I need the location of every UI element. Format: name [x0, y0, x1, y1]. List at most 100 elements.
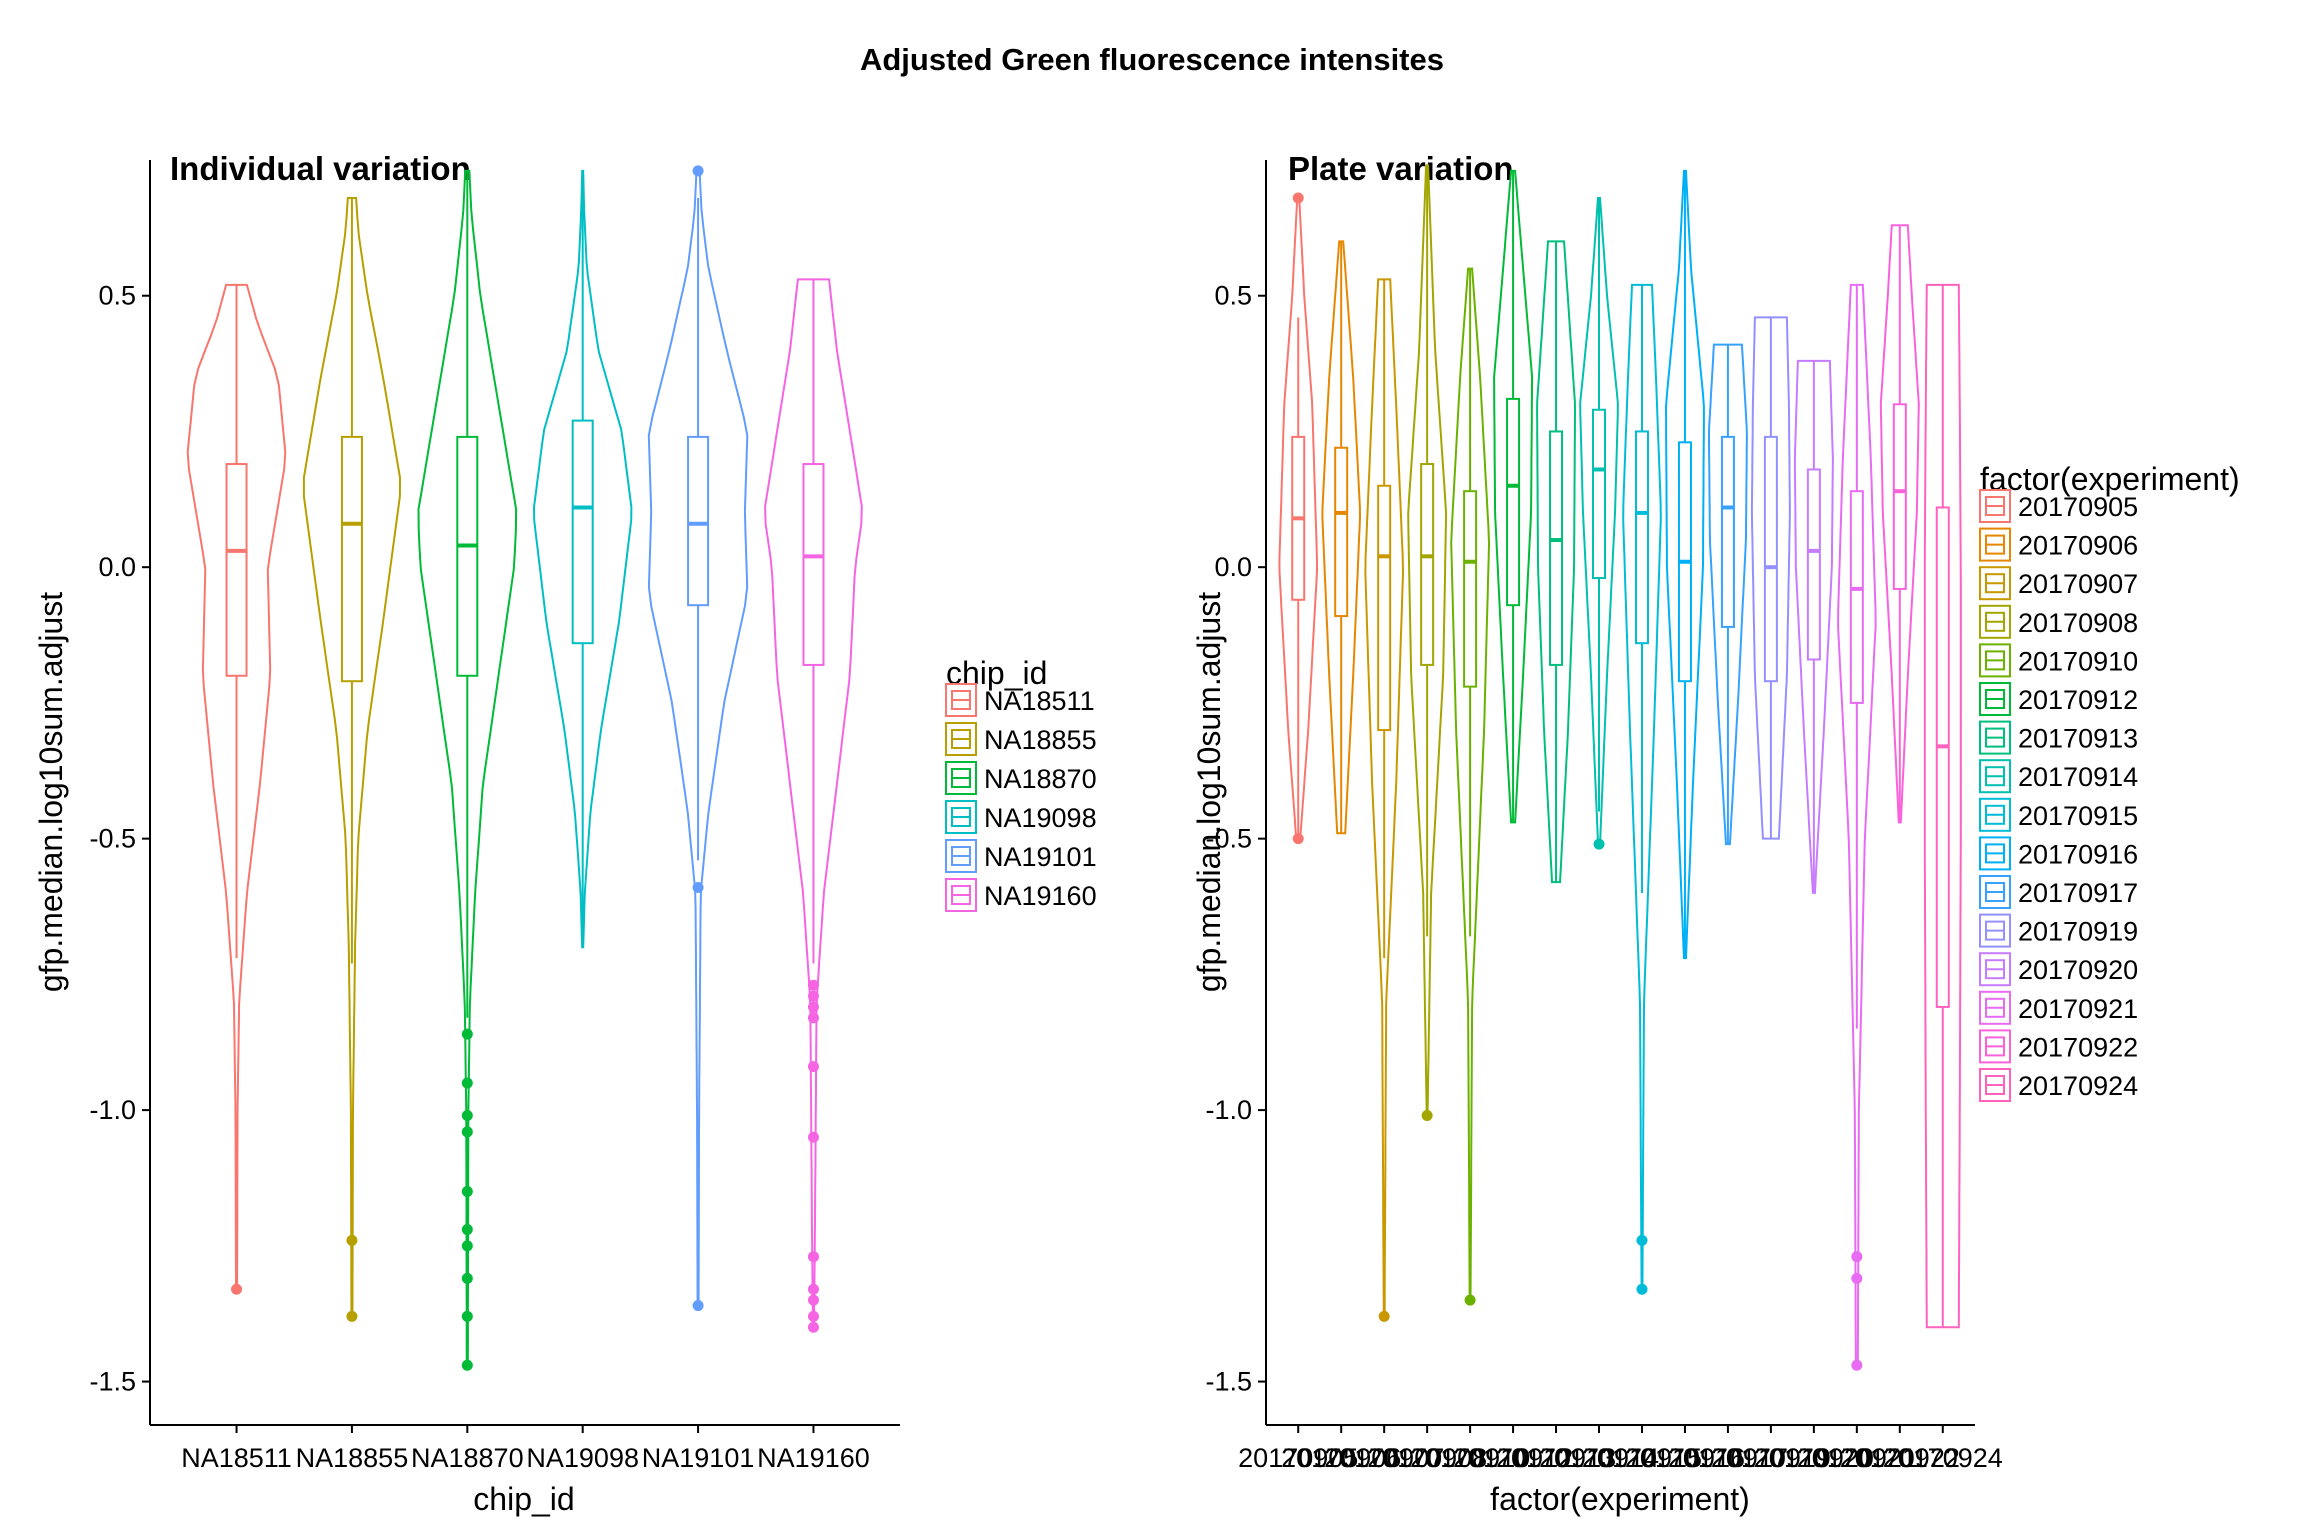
- outlier-point: [461, 1110, 473, 1122]
- violin-20170907: [1364, 278, 1405, 1322]
- x-tick-label: NA18855: [296, 1443, 409, 1473]
- outlier-point: [1851, 1272, 1863, 1284]
- x-tick-label: 20170920: [1754, 1443, 1874, 1473]
- violin-outline: [1879, 224, 1920, 824]
- iqr-box: [1634, 430, 1649, 645]
- legend-key-20170921: [1979, 990, 2011, 1025]
- y-tick-label: -1.5: [1205, 1367, 1252, 1397]
- violin-20170914: [1579, 197, 1619, 850]
- iqr-box: [1849, 490, 1864, 704]
- outlier-point: [692, 1300, 704, 1312]
- y-axis-label: gfp.median.log10sum.adjust: [33, 592, 69, 992]
- y-tick-label: 0.0: [1214, 552, 1252, 582]
- outlier-point: [1636, 1283, 1648, 1295]
- x-tick-label: 20170919: [1711, 1443, 1831, 1473]
- x-tick-label: 20170916: [1625, 1443, 1745, 1473]
- legend-label: NA18855: [984, 725, 1097, 755]
- legend-label: 20170924: [2018, 1071, 2138, 1101]
- legend-label: 20170914: [2018, 762, 2138, 792]
- violin-20170910: [1450, 267, 1491, 1306]
- legend-key-NA18870: [945, 761, 977, 795]
- x-ticks: NA18511 NA18855 NA18870 NA19098 NA19101 NA191…: [150, 1424, 900, 1473]
- y-tick-label: -0.5: [89, 824, 136, 854]
- y-ticks: -1.5 -1.0 -0.5 0.0 0.5: [1205, 160, 1267, 1425]
- outlier-point: [1292, 833, 1304, 845]
- violin-outline: [1750, 316, 1791, 840]
- violin-outline: [302, 197, 402, 1318]
- legend-label: NA18511: [984, 686, 1095, 716]
- legend-key-20170906: [1979, 527, 2011, 562]
- x-axis-label: chip_id: [473, 1481, 574, 1517]
- legend-label: 20170912: [2018, 685, 2138, 715]
- legend-label: 20170915: [2018, 801, 2138, 831]
- outlier-point: [1851, 1251, 1863, 1263]
- legend-title: factor(experiment): [1980, 461, 2240, 497]
- violin-20170920: [1793, 359, 1834, 894]
- outlier-point: [461, 1240, 473, 1252]
- y-tick-label: 0.0: [98, 552, 136, 582]
- violin-20170906: [1321, 240, 1362, 835]
- legend-key-20170908: [1979, 604, 2011, 639]
- y-axis-label: gfp.median.log10sum.adjust: [1191, 592, 1227, 992]
- iqr-box: [1763, 435, 1778, 683]
- legend-key-20170913: [1979, 720, 2011, 755]
- outlier-point: [1292, 192, 1304, 204]
- legend-key-20170912: [1979, 682, 2011, 716]
- y-tick-label: -1.0: [89, 1095, 136, 1125]
- violin-outline: [1708, 343, 1748, 846]
- outlier-point: [692, 165, 704, 177]
- outlier-point: [461, 1126, 473, 1138]
- violin-NA18855: [302, 197, 402, 1322]
- outlier-point: [807, 1001, 819, 1013]
- violin-NA18511: [186, 283, 287, 1295]
- outlier-point: [807, 1321, 819, 1333]
- violin-20170913: [1536, 240, 1577, 884]
- violin-20170908: [1407, 164, 1448, 1122]
- iqr-box: [1720, 435, 1735, 628]
- iqr-box: [1420, 463, 1435, 666]
- legend-key-20170917: [1979, 875, 2011, 909]
- legend-key-20170914: [1979, 759, 2011, 794]
- violin-20170916: [1664, 169, 1705, 960]
- violin-20170915: [1622, 283, 1662, 1295]
- legend-key-20170919: [1979, 913, 2011, 948]
- outlier-point: [1593, 838, 1605, 850]
- violin-outline: [1493, 169, 1534, 824]
- x-tick-label: 20170905: [1238, 1443, 1358, 1473]
- figure-title: Adjusted Green fluorescence intensites: [860, 42, 1444, 77]
- iqr-box: [1592, 408, 1607, 580]
- x-tick-label: 20170908: [1367, 1443, 1487, 1473]
- x-tick-label: NA19160: [757, 1443, 870, 1473]
- violin-outline: [1407, 164, 1448, 1117]
- violin-20170919: [1750, 316, 1791, 840]
- iqr-box: [1334, 446, 1349, 618]
- outlier-point: [461, 1077, 473, 1089]
- outlier-point: [807, 1283, 819, 1295]
- legend-label: 20170913: [2018, 724, 2138, 754]
- violin-20170912: [1493, 169, 1534, 824]
- violin-outline: [1923, 283, 1962, 1329]
- legend-key-20170915: [1979, 797, 2011, 832]
- panel-title: Plate variation: [1288, 150, 1514, 187]
- y-tick-label: 0.5: [1214, 281, 1252, 311]
- legend-label: NA19098: [984, 803, 1097, 833]
- outlier-point: [807, 1251, 819, 1263]
- legend-key-20170922: [1979, 1029, 2011, 1064]
- outlier-point: [807, 1131, 819, 1143]
- legend-key-NA19160: [945, 878, 977, 912]
- legend-label: 20170907: [2018, 569, 2138, 599]
- x-tick-label: 20170913: [1496, 1443, 1616, 1473]
- legend-label: 20170905: [2018, 492, 2138, 522]
- panel-individual-variation: Individual variation gfp.median.log10sum…: [33, 150, 1097, 1517]
- x-tick-label: 20170914: [1539, 1443, 1659, 1473]
- panel-plate-variation: Plate variation gfp.median.log10sum.adju…: [1191, 150, 2240, 1517]
- legend-label: 20170920: [2018, 955, 2138, 985]
- legend-label: 20170908: [2018, 608, 2138, 638]
- violin-outline: [1364, 278, 1405, 1318]
- legend-label: 20170910: [2018, 646, 2138, 676]
- legend-label: 20170919: [2018, 917, 2138, 947]
- violin-20170922: [1879, 224, 1920, 824]
- iqr-box: [340, 435, 363, 683]
- legend-key-20170905: [1979, 489, 2011, 523]
